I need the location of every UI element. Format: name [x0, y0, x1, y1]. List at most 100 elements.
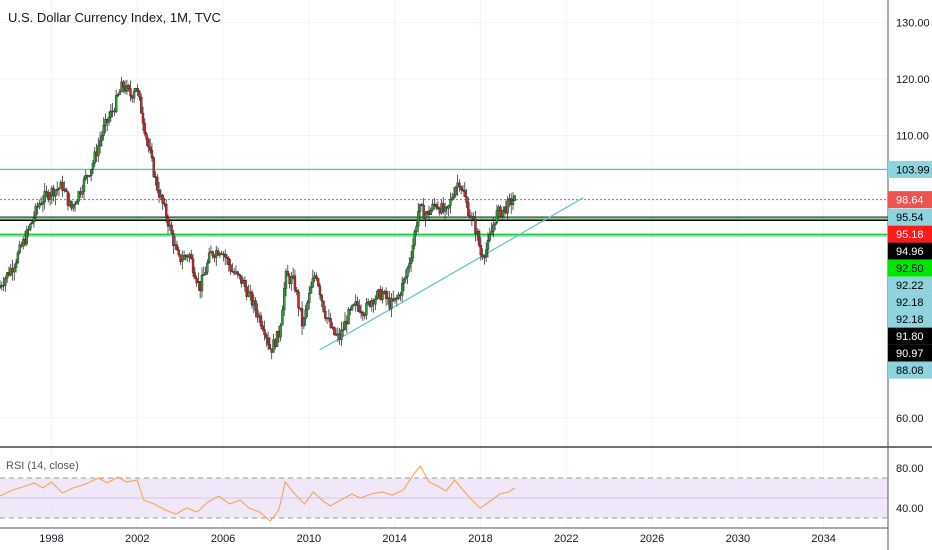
candle	[474, 219, 477, 234]
price-tick-label: 60.00	[896, 413, 924, 425]
candle	[191, 258, 195, 273]
candle	[254, 300, 257, 311]
candle	[93, 151, 96, 164]
candle	[418, 204, 422, 212]
candle	[224, 253, 227, 258]
candle	[434, 204, 438, 208]
candle	[116, 94, 120, 96]
candle	[316, 278, 320, 286]
candle	[16, 252, 20, 263]
candle	[240, 275, 243, 284]
price-tag-label: 95.18	[896, 229, 924, 241]
candle	[25, 229, 29, 245]
candle	[98, 140, 102, 146]
candle	[193, 272, 197, 279]
price-tag-label: 92.18	[896, 314, 924, 326]
candle	[89, 168, 93, 176]
time-tick-label: 2030	[726, 533, 750, 545]
candle	[118, 91, 121, 95]
candle	[308, 293, 311, 303]
price-tag	[888, 160, 932, 178]
price-tag	[888, 242, 932, 260]
candle	[122, 81, 125, 88]
price-tag	[888, 276, 932, 294]
candle	[84, 175, 87, 180]
candle	[281, 309, 284, 326]
candle	[156, 176, 159, 191]
candle	[284, 271, 288, 289]
candle	[148, 146, 152, 151]
price-tick-label: 130.00	[896, 18, 930, 30]
price-tag	[888, 327, 932, 345]
candle	[324, 311, 327, 319]
price-tag-label: 98.64	[896, 195, 924, 207]
candle	[132, 91, 136, 99]
candle	[41, 201, 45, 205]
candle	[454, 187, 457, 195]
candle	[0, 285, 2, 289]
candle	[206, 262, 209, 273]
candle	[406, 267, 409, 277]
candle	[30, 221, 34, 225]
candle	[449, 199, 452, 206]
price-tick-label: 120.00	[896, 74, 930, 86]
candle	[347, 309, 350, 325]
price-tag	[888, 259, 932, 277]
candle	[165, 204, 168, 218]
candle	[61, 181, 64, 191]
candle	[306, 302, 309, 311]
candle	[295, 289, 298, 292]
candle	[195, 278, 198, 284]
candle	[381, 292, 384, 300]
candle	[463, 190, 466, 197]
price-tag-label: 103.99	[896, 164, 930, 176]
candle	[311, 278, 315, 288]
candle	[48, 195, 52, 200]
rsi-tick-label: 80.00	[896, 463, 924, 475]
candle	[250, 292, 254, 306]
candle	[202, 274, 205, 276]
candle	[290, 276, 293, 285]
candle	[170, 224, 173, 234]
candle	[175, 244, 179, 251]
candle	[493, 222, 497, 226]
candle	[163, 203, 166, 205]
candle	[488, 234, 491, 241]
candle	[417, 211, 420, 227]
candle	[501, 209, 504, 217]
candle	[256, 310, 259, 318]
candle	[404, 276, 407, 280]
candle	[72, 204, 75, 209]
candle	[297, 291, 300, 309]
candle	[490, 231, 493, 235]
price-tag-label: 90.97	[896, 348, 924, 360]
candle	[231, 270, 234, 273]
candle	[161, 194, 164, 204]
candle	[14, 262, 18, 268]
price-tag	[888, 191, 932, 209]
price-tag-label: 94.96	[896, 246, 924, 258]
candle	[81, 191, 84, 195]
candle	[413, 231, 416, 246]
candle	[443, 206, 447, 212]
rsi-line	[0, 465, 516, 522]
candle	[333, 326, 336, 335]
candle	[479, 244, 483, 256]
candle	[43, 191, 46, 203]
candle	[147, 139, 150, 148]
price-tag	[888, 293, 932, 311]
time-tick-label: 2022	[554, 533, 578, 545]
candle	[300, 308, 304, 327]
candle	[184, 255, 188, 257]
candle	[109, 110, 113, 118]
candle	[483, 256, 486, 259]
candle	[340, 329, 343, 340]
candle	[127, 85, 130, 89]
candle	[88, 175, 91, 177]
price-tag	[888, 344, 932, 362]
candle	[64, 188, 68, 192]
candle	[259, 315, 263, 326]
price-tag-label: 91.80	[896, 331, 924, 343]
candle	[343, 320, 347, 330]
